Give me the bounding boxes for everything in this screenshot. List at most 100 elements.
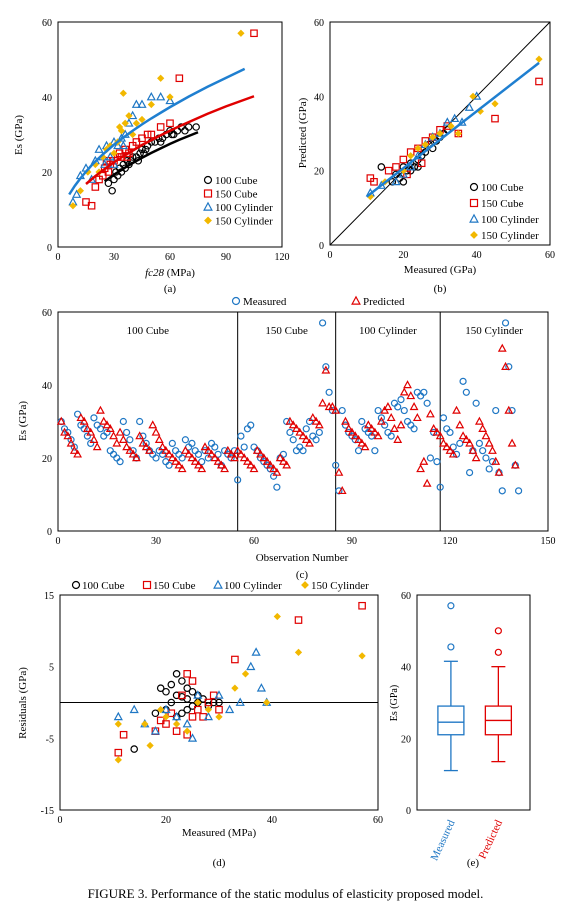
point-a — [72, 189, 82, 198]
point-c — [479, 447, 487, 455]
point-d — [172, 727, 181, 735]
legend-a-label: 150 Cylinder — [215, 216, 273, 228]
panel-label-b: (b) — [434, 283, 447, 295]
point-c — [128, 449, 138, 458]
legend-a-label: 100 Cube — [215, 175, 258, 187]
point-d — [294, 616, 303, 624]
legend-b-label: 150 Cube — [481, 198, 524, 210]
point-d — [182, 718, 192, 728]
point-c — [485, 465, 493, 473]
point-d — [172, 720, 181, 728]
x-tick-label: 60 — [249, 536, 259, 547]
point-a — [156, 138, 165, 146]
point-c — [327, 402, 337, 411]
point-c — [292, 423, 301, 432]
point-d — [130, 745, 139, 753]
panel-label-c: (c) — [296, 569, 309, 581]
point-c — [220, 464, 230, 473]
point-c — [396, 420, 406, 429]
point-c — [105, 423, 115, 432]
group-label-c: 100 Cylinder — [359, 325, 417, 337]
x-tick-label: 60 — [373, 815, 383, 826]
point-d — [129, 704, 139, 714]
point-a — [184, 123, 193, 131]
legend-b-label: 100 Cube — [481, 182, 524, 194]
point-c — [122, 442, 132, 451]
point-c — [498, 487, 506, 495]
group-label-c: 150 Cube — [265, 325, 308, 337]
point-c — [282, 460, 292, 469]
point-c — [171, 456, 181, 465]
point-c — [308, 413, 318, 422]
y-tick-label: 0 — [406, 806, 411, 817]
point-c — [412, 413, 422, 422]
point-c — [141, 442, 151, 451]
point-c — [390, 423, 399, 432]
point-c — [249, 464, 259, 473]
point-a — [141, 145, 150, 154]
point-c — [426, 454, 434, 462]
point-c — [422, 478, 432, 487]
point-c — [357, 438, 367, 447]
point-c — [162, 458, 170, 466]
point-c — [501, 361, 510, 370]
point-c — [410, 425, 418, 433]
point-c — [360, 442, 370, 451]
point-c — [341, 416, 350, 425]
point-c — [429, 423, 439, 432]
point-d — [193, 690, 203, 699]
point-d — [204, 698, 213, 707]
point-c — [288, 420, 298, 429]
point-c — [204, 454, 212, 462]
panel-label-e: (e) — [467, 857, 480, 869]
point-b — [442, 117, 452, 126]
point-c — [118, 434, 128, 443]
point-a — [168, 130, 176, 139]
point-c — [439, 414, 448, 422]
point-c — [73, 449, 83, 458]
point-c — [478, 423, 488, 432]
point-c — [472, 399, 480, 407]
point-c — [384, 428, 392, 437]
point-c — [501, 319, 510, 327]
point-d — [183, 670, 192, 678]
point-c — [109, 431, 118, 440]
point-c — [393, 434, 403, 443]
point-c — [181, 436, 189, 444]
x-tick-label: 60 — [165, 252, 175, 263]
point-c — [433, 458, 441, 466]
point-b — [399, 178, 408, 186]
x-tick-label: 120 — [275, 252, 290, 263]
point-c — [301, 434, 311, 443]
point-b — [421, 141, 429, 149]
x-axis-label-d: Measured (MPa) — [182, 827, 257, 839]
point-b — [436, 129, 444, 138]
point-c — [207, 449, 216, 458]
point-c — [397, 396, 405, 404]
point-c — [491, 456, 501, 465]
point-c — [99, 416, 109, 425]
point-c — [446, 428, 454, 437]
point-c — [445, 445, 455, 454]
point-b — [398, 169, 408, 178]
point-c — [256, 449, 265, 458]
y-tick-label: 0 — [319, 241, 324, 252]
point-c — [197, 464, 207, 473]
point-c — [178, 454, 186, 462]
point-c — [322, 363, 330, 371]
y-tick-label: 60 — [314, 18, 324, 29]
y-axis-label-c: Es (GPa) — [17, 401, 29, 441]
y-tick-label: 20 — [42, 454, 52, 465]
point-d — [167, 698, 176, 707]
fit-line-a — [85, 95, 255, 185]
legend-d-marker — [213, 579, 223, 589]
point-c — [331, 405, 341, 414]
point-d — [204, 706, 213, 714]
point-a — [181, 126, 189, 135]
point-c — [112, 438, 122, 447]
point-c — [471, 453, 481, 462]
point-b — [429, 133, 437, 141]
point-c — [371, 447, 379, 455]
point-c — [243, 456, 252, 465]
legend-b-marker — [470, 231, 478, 239]
